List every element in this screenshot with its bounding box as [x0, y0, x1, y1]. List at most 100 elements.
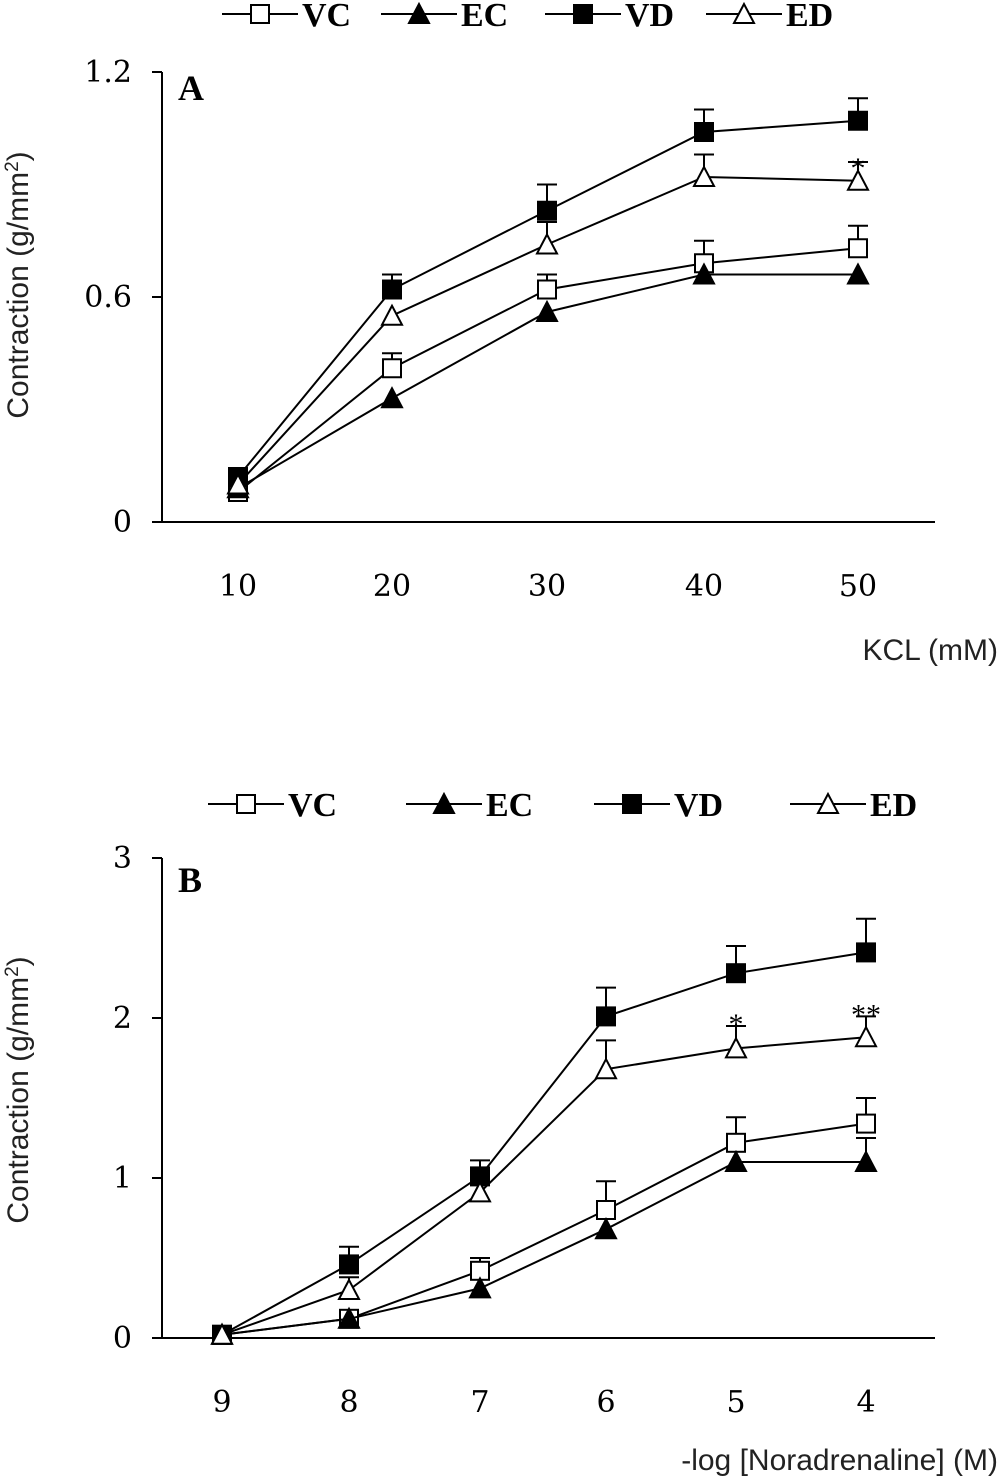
- legend-label: VD: [625, 0, 674, 34]
- legend-label: ED: [786, 0, 833, 34]
- legend-item-ed: ED: [706, 0, 833, 34]
- y-axis-label-b: Contraction (g/mm2): [2, 956, 35, 1223]
- series-ed-a: [226, 153, 870, 495]
- x-ticks-b: 9 8 7 6 5 4: [212, 1385, 875, 1420]
- chart-panel-a: VC EC VD ED 0 0.6 1.2 10 20 30 40 50 A Contractio…: [2, 0, 998, 667]
- y-tick-label-a: 0.6: [84, 280, 132, 315]
- data-point: [337, 1306, 361, 1329]
- series-group-b: [210, 917, 878, 1345]
- data-point: [594, 1217, 618, 1240]
- significance-marker: *: [851, 152, 866, 185]
- legend-item-vd: VD: [545, 0, 674, 34]
- series-line-ec: [221, 1161, 866, 1336]
- data-point: [337, 1277, 361, 1300]
- legend-label: ED: [870, 787, 917, 824]
- data-point: [726, 1132, 746, 1153]
- data-point: [380, 303, 404, 326]
- legend-item-vc: VC: [222, 0, 351, 34]
- legend-label: EC: [461, 0, 508, 34]
- legend-item-vc: VC: [208, 787, 337, 824]
- y-tick-label-b: 0: [113, 1321, 132, 1356]
- legend-marker: [816, 791, 840, 814]
- data-point: [846, 168, 870, 191]
- data-point: [724, 1036, 748, 1059]
- legend-marker: [732, 1, 756, 24]
- legend-item-ec: EC: [406, 787, 533, 824]
- legend-b: VC EC VD ED: [208, 787, 917, 824]
- data-point: [846, 262, 870, 285]
- legend-a: VC EC VD ED: [222, 0, 833, 34]
- x-tick-label-a: 40: [685, 569, 723, 604]
- x-axis-label-b: -log [Noradrenaline] (M): [681, 1444, 998, 1477]
- x-tick-label-b: 9: [212, 1385, 231, 1420]
- data-point: [210, 1322, 234, 1345]
- data-point: [692, 164, 716, 187]
- data-point: [726, 963, 746, 984]
- series-vc-a: [228, 224, 868, 502]
- legend-label: VD: [674, 787, 723, 824]
- data-point: [382, 358, 402, 379]
- data-point: [854, 1025, 878, 1048]
- data-point: [537, 279, 557, 300]
- series-line-vd: [221, 951, 867, 1336]
- y-tick-label-a: 0: [113, 505, 132, 540]
- panel-label-a: A: [178, 68, 204, 108]
- data-point: [468, 1180, 492, 1203]
- y-tick-label-b: 1: [113, 1161, 132, 1196]
- x-tick-label-b: 8: [339, 1385, 358, 1420]
- series-vd-b: [212, 917, 876, 1345]
- data-point: [856, 1113, 876, 1134]
- legend-marker: [236, 794, 256, 814]
- series-line-ed: [221, 1036, 867, 1336]
- x-axis-label-a: KCL (mM): [862, 634, 998, 667]
- x-tick-label-a: 10: [219, 569, 257, 604]
- legend-item-ec: EC: [381, 0, 508, 34]
- data-point: [854, 1149, 878, 1172]
- series-line-vc: [221, 1122, 867, 1336]
- panel-label-b: B: [178, 860, 202, 900]
- annotations-b: * **: [729, 998, 882, 1041]
- legend-label: EC: [486, 787, 533, 824]
- x-tick-label-b: 5: [726, 1385, 745, 1420]
- y-tick-label-b: 2: [113, 1001, 132, 1036]
- series-group-a: [226, 97, 870, 502]
- data-point: [848, 110, 868, 131]
- annotations-a: *: [851, 152, 866, 185]
- x-tick-label-b: 4: [856, 1385, 875, 1420]
- data-point: [226, 472, 250, 495]
- data-point: [339, 1254, 359, 1275]
- series-vc-b: [212, 1097, 876, 1345]
- y-axis-label-a: Contraction (g/mm2): [2, 151, 35, 418]
- series-ed-b: [210, 1015, 878, 1345]
- x-ticks-a: 10 20 30 40 50: [219, 569, 877, 604]
- legend-marker: [250, 4, 270, 24]
- legend-label: VC: [288, 787, 337, 824]
- y-ticks-b: 0 1 2 3: [113, 841, 162, 1356]
- x-tick-label-a: 50: [839, 569, 877, 604]
- data-point: [535, 299, 559, 322]
- legend-item-vd: VD: [594, 787, 723, 824]
- legend-label: VC: [302, 0, 351, 34]
- data-point: [848, 238, 868, 259]
- legend-marker: [432, 791, 456, 814]
- data-point: [535, 232, 559, 255]
- y-ticks-a: 0 0.6 1.2: [84, 55, 162, 540]
- data-point: [596, 1200, 616, 1220]
- significance-marker: *: [729, 1008, 744, 1041]
- legend-marker: [573, 4, 593, 24]
- data-point: [468, 1276, 492, 1299]
- data-point: [596, 1006, 616, 1027]
- y-tick-label-b: 3: [113, 841, 132, 876]
- y-tick-label-a: 1.2: [84, 55, 132, 90]
- data-point: [692, 262, 716, 285]
- x-tick-label-a: 30: [528, 569, 566, 604]
- data-point: [594, 1057, 618, 1080]
- chart-panel-b: VC EC VD ED 0 1 2 3 9 8 7 6 5 4 B Contraction (g/mm…: [2, 787, 998, 1477]
- legend-item-ed: ED: [790, 787, 917, 824]
- data-point: [694, 122, 714, 142]
- data-point: [380, 386, 404, 409]
- legend-marker: [622, 794, 642, 814]
- data-point: [724, 1149, 748, 1172]
- x-tick-label-b: 6: [596, 1385, 615, 1420]
